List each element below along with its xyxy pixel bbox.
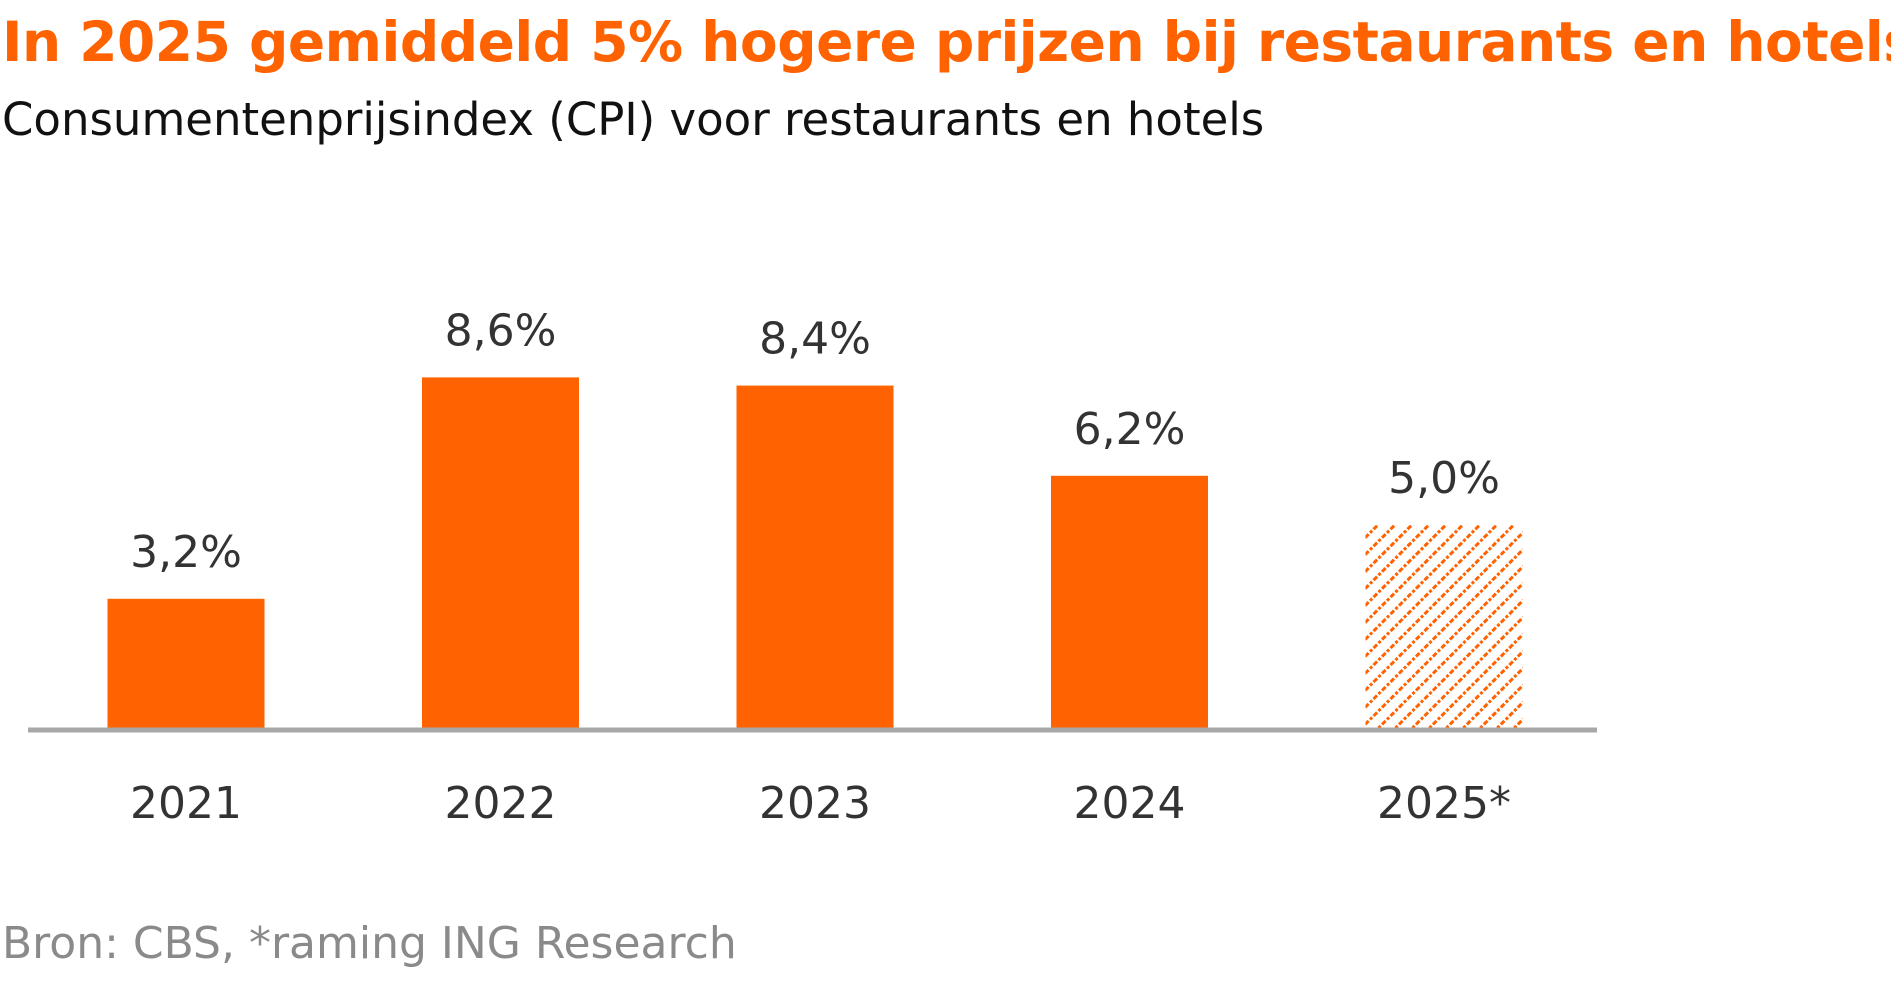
value-label: 3,2% — [130, 527, 242, 578]
bar-2023 — [736, 385, 894, 730]
value-label: 5,0% — [1388, 453, 1500, 504]
x-tick-label: 2024 — [1074, 778, 1186, 829]
x-tick-label: 2025* — [1377, 778, 1511, 829]
value-labels-group: 3,2% 8,6% 8,4% 6,2% 5,0% — [130, 305, 1500, 577]
bar-2024 — [1051, 475, 1208, 730]
x-tick-label: 2023 — [759, 778, 871, 829]
value-label: 6,2% — [1074, 404, 1186, 455]
x-tick-labels-group: 2021 2022 2023 2024 2025* — [130, 778, 1511, 829]
chart-subtitle: Consumentenprijsindex (CPI) voor restaur… — [2, 93, 1265, 146]
value-label: 8,4% — [759, 314, 871, 365]
x-tick-label: 2021 — [130, 778, 242, 829]
bar-2021 — [107, 598, 265, 730]
x-tick-label: 2022 — [445, 778, 557, 829]
value-label: 8,6% — [445, 305, 557, 356]
bar-2022 — [422, 377, 579, 730]
bar-2025 — [1365, 525, 1523, 730]
source-note: Bron: CBS, *raming ING Research — [2, 918, 737, 969]
bars-group — [107, 377, 1523, 730]
chart-title: In 2025 gemiddeld 5% hogere prijzen bij … — [2, 10, 1891, 74]
